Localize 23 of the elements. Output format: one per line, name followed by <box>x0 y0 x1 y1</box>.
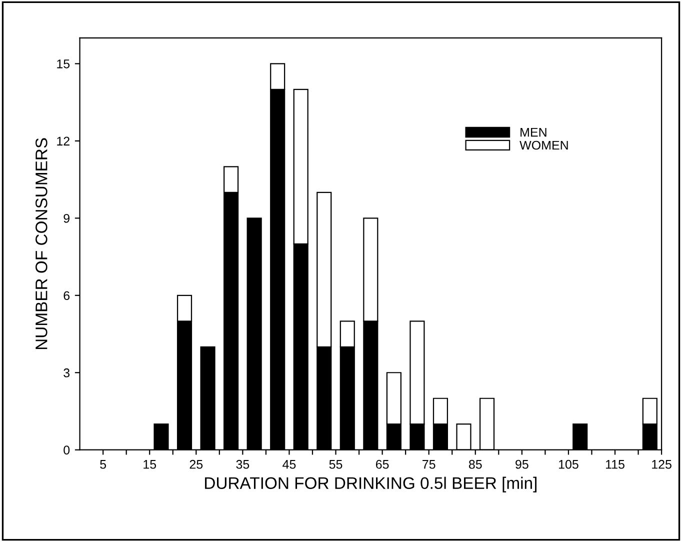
x-tick-label: 55 <box>329 460 342 469</box>
y-tick-label: 0 <box>64 446 70 455</box>
x-tick-label: 45 <box>282 460 296 469</box>
x-tick-label: 95 <box>516 460 528 469</box>
x-axis-title: DURATION FOR DRINKING 0.5l BEER [min] <box>205 476 536 492</box>
x-tick-label: 105 <box>558 460 578 469</box>
x-tick-label: 35 <box>236 460 250 469</box>
x-tick-label: 65 <box>376 460 389 469</box>
x-tick-label: 85 <box>468 460 482 469</box>
y-tick-label: 15 <box>57 60 70 68</box>
x-tick-label: 115 <box>606 460 624 469</box>
x-tick-label: 25 <box>190 460 203 469</box>
y-tick-label: 9 <box>64 214 70 223</box>
x-tick-label: 125 <box>652 460 672 469</box>
y-tick-label: 3 <box>64 368 70 378</box>
x-tick-label: 75 <box>422 460 436 469</box>
x-tick-label: 5 <box>100 460 106 469</box>
x-tick-label: 15 <box>144 460 156 469</box>
legend-label: MEN <box>520 128 546 137</box>
y-tick-label: 12 <box>57 136 70 146</box>
y-tick-label: 6 <box>64 291 70 300</box>
legend-label: WOMEN <box>520 140 568 150</box>
y-axis-title: NUMBER OF CONSUMERS <box>36 138 48 350</box>
